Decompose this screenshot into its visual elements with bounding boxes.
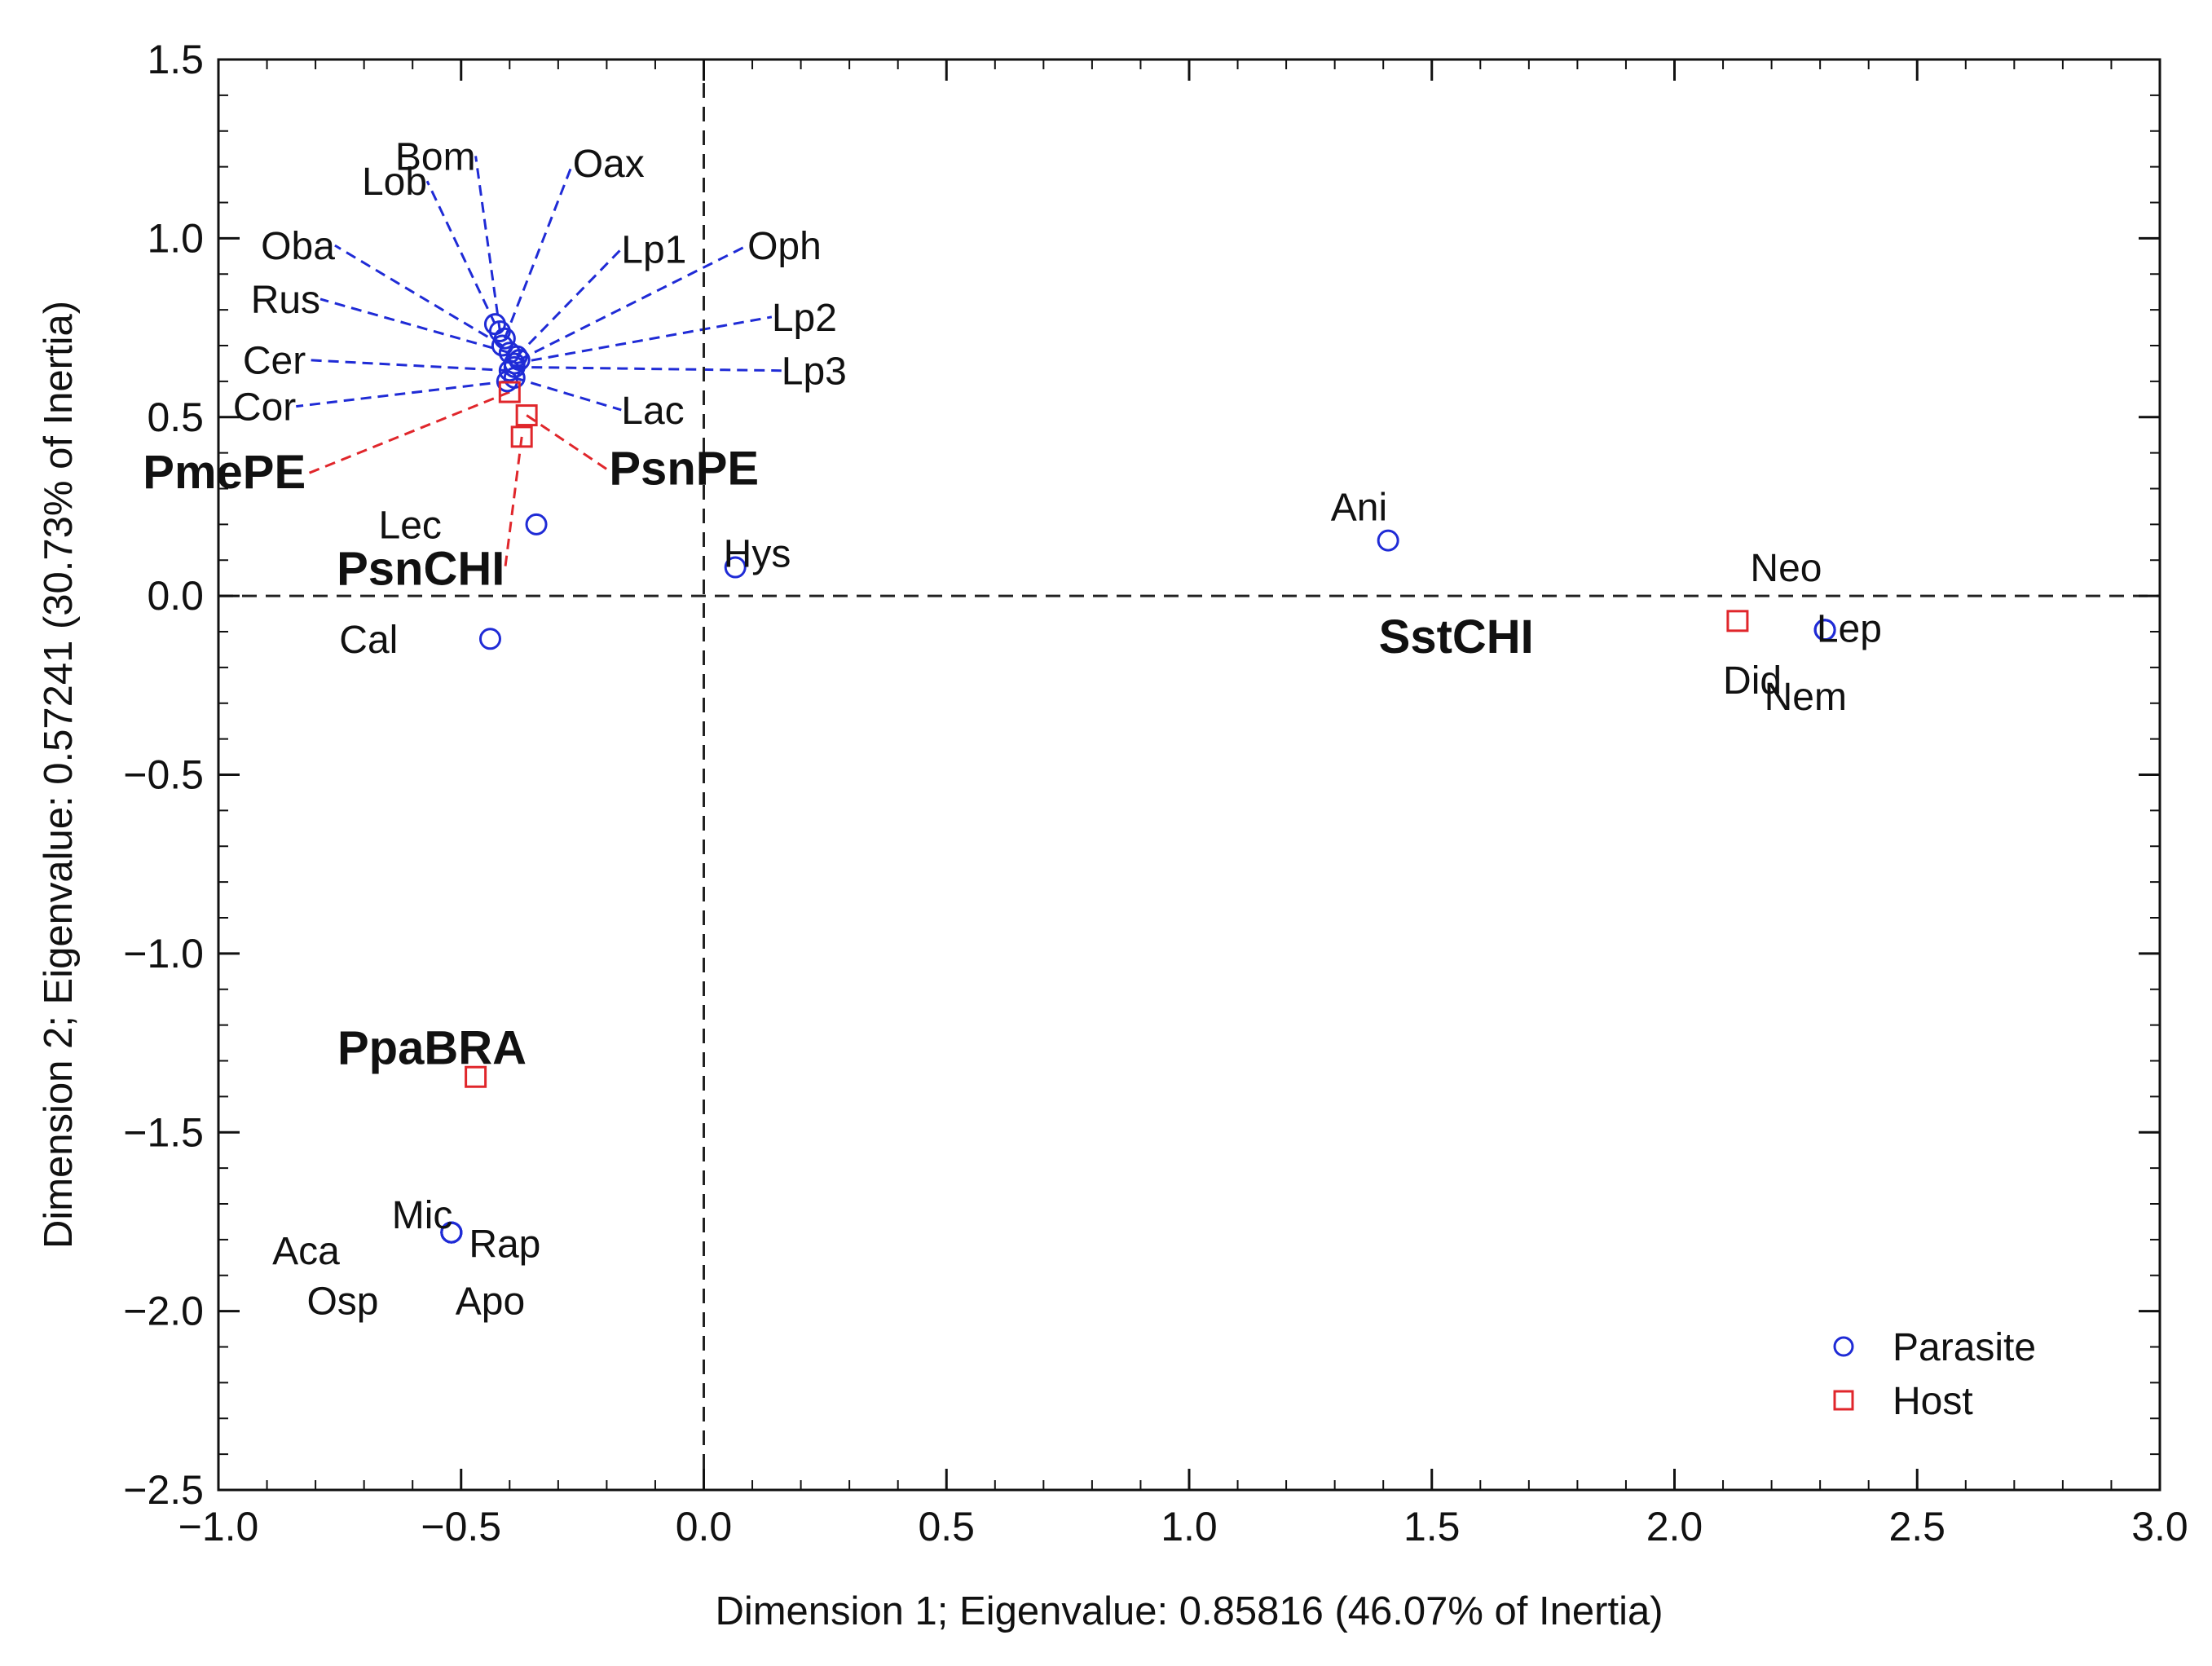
- parasite-point-nem: [1813, 619, 1836, 641]
- y-tick-label: 1.0: [147, 215, 204, 261]
- leader-lines: [296, 156, 782, 571]
- parasite-point-lec: [525, 513, 548, 536]
- parasite-label-apo: Apo: [456, 1280, 525, 1323]
- x-tick-label: 1.5: [1403, 1504, 1461, 1549]
- parasite-point-lp3: [503, 355, 526, 378]
- x-tick-label: −0.5: [421, 1504, 501, 1549]
- leader-line-pmepe: [305, 390, 510, 476]
- parasite-label-oba: Oba: [261, 225, 335, 268]
- y-tick-label: 0.0: [147, 573, 204, 619]
- tick-labels: −1.0 −0.5 0.0 0.5 1.0 1.5 2.0 2.5 3.0 1.5 1.0 0.5 0.…: [123, 37, 2188, 1549]
- y-tick-label: 1.5: [147, 37, 204, 82]
- parasite-label-mic: Mic: [392, 1194, 453, 1237]
- x-tick-label: 2.0: [1646, 1504, 1703, 1549]
- parasite-label-oph: Oph: [747, 225, 822, 268]
- parasite-point-apo: [440, 1221, 463, 1244]
- parasite-label-ani: Ani: [1331, 486, 1387, 529]
- parasite-label-lp3: Lp3: [782, 350, 847, 394]
- y-tick-label: 0.5: [147, 394, 204, 440]
- data-points: [440, 313, 1836, 1244]
- y-tick-label: −1.5: [123, 1109, 204, 1155]
- parasite-label-cal: Cal: [339, 619, 398, 662]
- parasite-label-hys: Hys: [724, 532, 791, 575]
- x-axis-title: Dimension 1; Eigenvalue: 0.85816 (46.07%…: [715, 1589, 1663, 1633]
- x-tick-label: −1.0: [178, 1504, 259, 1549]
- leader-line-lp3: [514, 365, 782, 372]
- parasite-point-hys: [724, 556, 747, 579]
- leader-line-lob: [425, 180, 496, 325]
- y-tick-label: −2.5: [123, 1467, 204, 1513]
- host-label-psnpe: PsnPE: [609, 443, 759, 496]
- legend-label-parasite: Parasite: [1893, 1326, 2036, 1369]
- point-label-did: Did: [1723, 659, 1782, 703]
- leader-line-cor: [296, 380, 508, 408]
- x-tick-label: 0.5: [918, 1504, 975, 1549]
- parasite-label-lp1: Lp1: [621, 229, 686, 272]
- host-point-sstchi: [1726, 610, 1749, 632]
- host-point-psnpe: [515, 404, 538, 427]
- host-label-pmepe: PmePE: [143, 446, 306, 499]
- x-tick-label: 0.0: [676, 1504, 733, 1549]
- axis-ticks: [217, 58, 2161, 1492]
- parasite-label-lec: Lec: [379, 504, 442, 547]
- host-label-ppabra: PpaBRA: [337, 1021, 527, 1074]
- leader-line-oba: [334, 244, 504, 347]
- host-point-pmepe: [498, 381, 521, 403]
- parasite-label-cor: Cor: [233, 386, 296, 430]
- reference-lines: [218, 60, 2160, 1490]
- y-tick-label: −1.0: [123, 931, 204, 976]
- host-label-sstchi: SstCHI: [1379, 610, 1534, 663]
- parasite-label-lep: Lep: [1817, 608, 1882, 651]
- parasite-label-bom: Bom: [395, 135, 476, 178]
- parasite-point-oba: [491, 334, 513, 357]
- leader-line-rus: [319, 298, 510, 355]
- parasite-label-oax: Oax: [573, 143, 645, 186]
- x-tick-label: 2.5: [1888, 1504, 1945, 1549]
- parasite-label-lp2: Lp2: [772, 297, 837, 340]
- y-axis-title: Dimension 2; Eigenvalue: 0.57241 (30.73%…: [37, 301, 81, 1249]
- leader-line-lp2: [513, 315, 773, 365]
- x-tick-label: 1.0: [1161, 1504, 1218, 1549]
- leader-line-oax: [503, 162, 575, 339]
- parasite-label-neo: Neo: [1750, 547, 1822, 590]
- parasite-label-lob: Lob: [362, 161, 427, 204]
- parasite-label-nem: Nem: [1765, 676, 1847, 719]
- y-tick-label: −0.5: [123, 752, 204, 798]
- y-tick-label: −2.0: [123, 1289, 204, 1334]
- legend-label-host: Host: [1893, 1380, 1973, 1423]
- legend-host-marker: [1833, 1390, 1854, 1411]
- host-point-ppabra: [465, 1065, 487, 1088]
- parasite-label-cer: Cer: [243, 340, 306, 383]
- leader-line-lp1: [516, 248, 623, 358]
- host-point-psnchi: [510, 425, 533, 448]
- parasite-label-aca: Aca: [272, 1230, 340, 1273]
- leader-line-bom: [474, 156, 501, 332]
- parasite-label-lac: Lac: [621, 390, 684, 433]
- legend: Parasite Host: [1833, 1326, 2036, 1423]
- parasite-point-cal: [478, 628, 501, 650]
- host-label-psnchi: PsnCHI: [337, 542, 505, 595]
- x-tick-label: 3.0: [2131, 1504, 2188, 1549]
- parasite-label-osp: Osp: [306, 1280, 378, 1323]
- legend-parasite-marker: [1833, 1336, 1854, 1357]
- leader-line-psnchi: [503, 436, 523, 571]
- leader-line-lac: [513, 377, 622, 412]
- parasite-label-rap: Rap: [469, 1223, 540, 1266]
- leader-line-oph: [518, 244, 748, 361]
- parasite-label-rus: Rus: [251, 279, 320, 322]
- parasite-point-ani: [1377, 529, 1399, 552]
